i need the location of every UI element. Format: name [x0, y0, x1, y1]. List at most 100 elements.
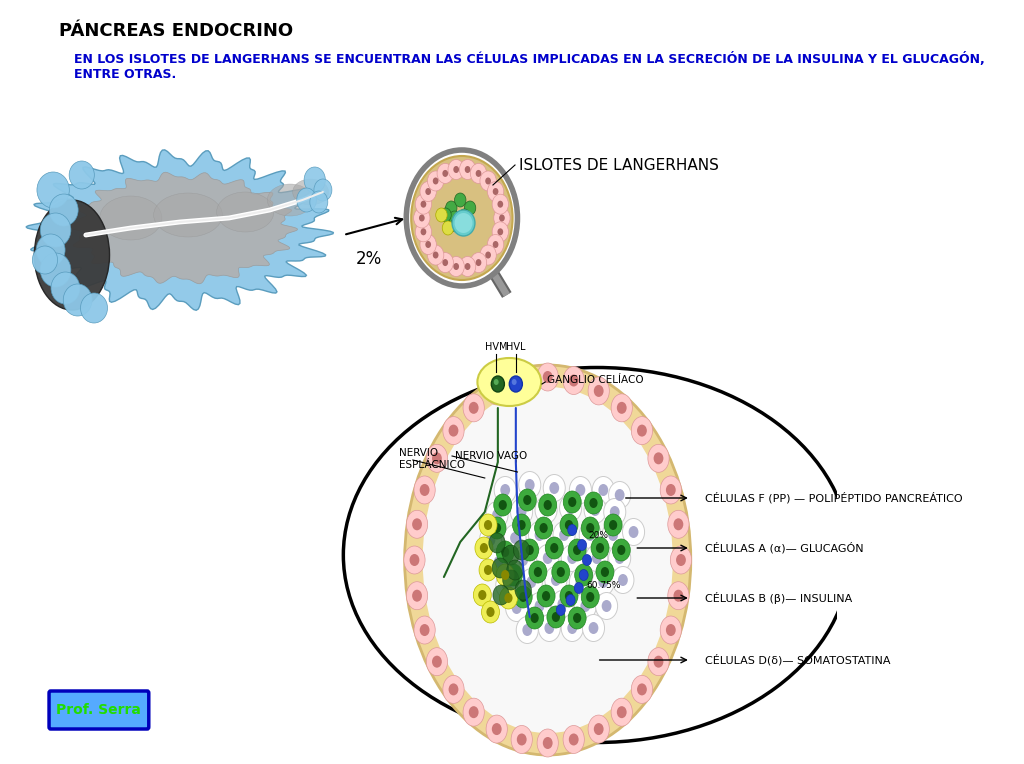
- Text: NERVIO
ESPLÁCNICO: NERVIO ESPLÁCNICO: [399, 448, 465, 471]
- Text: HVM: HVM: [485, 342, 508, 352]
- Circle shape: [436, 208, 447, 222]
- Ellipse shape: [596, 593, 617, 620]
- Circle shape: [492, 385, 502, 397]
- Circle shape: [419, 215, 425, 222]
- Circle shape: [590, 504, 600, 516]
- Circle shape: [525, 479, 535, 491]
- Circle shape: [459, 209, 470, 223]
- Circle shape: [449, 425, 459, 436]
- Circle shape: [465, 263, 470, 270]
- Circle shape: [480, 543, 488, 553]
- Circle shape: [543, 371, 553, 383]
- Text: ENTRE OTRAS.: ENTRE OTRAS.: [74, 68, 176, 81]
- Circle shape: [589, 622, 598, 634]
- Circle shape: [517, 374, 526, 387]
- Circle shape: [493, 241, 499, 248]
- Circle shape: [494, 208, 510, 228]
- Ellipse shape: [500, 587, 517, 609]
- Circle shape: [557, 567, 565, 577]
- Circle shape: [568, 733, 579, 746]
- Ellipse shape: [668, 510, 689, 539]
- Ellipse shape: [551, 591, 573, 617]
- Text: 20%: 20%: [589, 531, 608, 540]
- Ellipse shape: [537, 363, 558, 391]
- Circle shape: [566, 594, 575, 606]
- Circle shape: [594, 385, 603, 397]
- Circle shape: [608, 529, 618, 541]
- Ellipse shape: [582, 517, 599, 539]
- Circle shape: [427, 245, 443, 265]
- Ellipse shape: [404, 365, 691, 755]
- Circle shape: [442, 259, 449, 266]
- Circle shape: [545, 622, 554, 634]
- Ellipse shape: [632, 675, 652, 704]
- Ellipse shape: [519, 471, 541, 498]
- Circle shape: [574, 582, 584, 594]
- Ellipse shape: [503, 545, 519, 565]
- Ellipse shape: [535, 517, 553, 539]
- Ellipse shape: [648, 648, 669, 675]
- Text: 2%: 2%: [355, 250, 382, 268]
- Circle shape: [512, 602, 521, 614]
- Ellipse shape: [574, 593, 596, 620]
- Circle shape: [573, 545, 582, 555]
- Circle shape: [519, 592, 527, 602]
- Circle shape: [464, 201, 476, 215]
- Text: EN LOS ISLOTES DE LANGERHANS SE ENCUENTRAN LAS CÉLULAS IMPLICADAS EN LA SECRECIÓ: EN LOS ISLOTES DE LANGERHANS SE ENCUENTR…: [74, 52, 984, 66]
- Ellipse shape: [511, 498, 532, 526]
- Circle shape: [449, 684, 459, 695]
- Ellipse shape: [49, 194, 78, 226]
- Circle shape: [487, 182, 504, 202]
- Ellipse shape: [442, 675, 464, 704]
- Ellipse shape: [569, 568, 592, 595]
- Circle shape: [509, 376, 522, 392]
- Ellipse shape: [537, 585, 555, 607]
- Circle shape: [454, 166, 459, 173]
- Circle shape: [410, 554, 420, 566]
- Ellipse shape: [592, 568, 614, 595]
- Circle shape: [509, 570, 517, 580]
- Circle shape: [437, 163, 454, 183]
- Circle shape: [567, 552, 578, 564]
- Circle shape: [494, 556, 504, 568]
- Ellipse shape: [611, 393, 633, 422]
- Ellipse shape: [297, 188, 316, 212]
- Ellipse shape: [495, 477, 516, 503]
- Circle shape: [535, 529, 545, 541]
- Ellipse shape: [561, 545, 584, 571]
- Circle shape: [485, 177, 490, 184]
- Circle shape: [451, 218, 462, 232]
- Ellipse shape: [588, 715, 609, 743]
- Circle shape: [493, 509, 502, 521]
- Circle shape: [580, 569, 588, 581]
- Ellipse shape: [293, 179, 329, 205]
- Ellipse shape: [596, 561, 614, 583]
- Ellipse shape: [452, 210, 475, 236]
- Circle shape: [421, 201, 426, 208]
- Ellipse shape: [559, 494, 582, 522]
- Circle shape: [674, 518, 683, 530]
- Text: ISLOTES DE LANGERHANS: ISLOTES DE LANGERHANS: [519, 157, 719, 173]
- Circle shape: [427, 171, 443, 191]
- Ellipse shape: [612, 539, 631, 561]
- Ellipse shape: [513, 540, 529, 560]
- Ellipse shape: [591, 537, 609, 559]
- Circle shape: [543, 737, 553, 749]
- Circle shape: [567, 525, 577, 536]
- Circle shape: [556, 604, 565, 616]
- Circle shape: [480, 171, 497, 191]
- Circle shape: [549, 482, 559, 494]
- Ellipse shape: [314, 179, 332, 201]
- Circle shape: [494, 379, 499, 385]
- Circle shape: [420, 235, 436, 254]
- Ellipse shape: [40, 253, 71, 287]
- Ellipse shape: [592, 477, 614, 503]
- Circle shape: [522, 624, 532, 636]
- Circle shape: [559, 529, 569, 541]
- Ellipse shape: [608, 481, 631, 509]
- Circle shape: [486, 607, 495, 617]
- Circle shape: [676, 554, 686, 566]
- Circle shape: [480, 245, 497, 265]
- Circle shape: [541, 504, 551, 516]
- Ellipse shape: [537, 545, 559, 571]
